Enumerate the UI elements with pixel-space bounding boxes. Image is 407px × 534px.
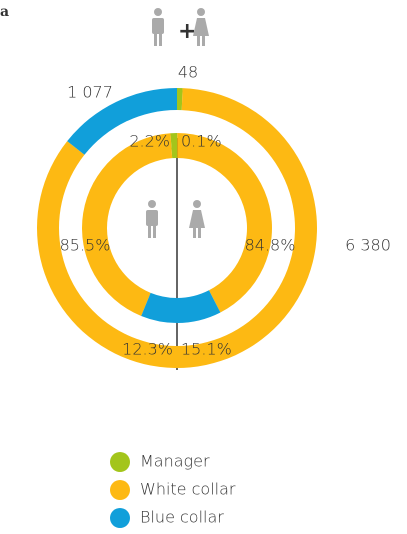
- value-label: 48: [178, 63, 198, 82]
- value-label: 2.2%: [129, 132, 170, 151]
- value-label: 0.1%: [181, 132, 222, 151]
- ring-segment: [141, 292, 177, 323]
- plus: +: [178, 19, 196, 44]
- center-icons: [146, 200, 205, 238]
- ring-segment: [177, 88, 183, 111]
- ring-segment: [177, 290, 221, 323]
- value-label: 85.5%: [60, 236, 111, 255]
- legend-label: White collar: [140, 480, 236, 499]
- ring-segment: [170, 133, 177, 159]
- value-label: 15.1%: [181, 340, 232, 359]
- legend-label: Blue collar: [140, 508, 224, 527]
- panel-label: a: [0, 4, 9, 20]
- value-label: 12.3%: [122, 340, 173, 359]
- legend-swatch: [110, 508, 130, 528]
- value-label: 1 077: [67, 83, 113, 102]
- ring-segment: [81, 133, 173, 316]
- legend-swatch: [110, 452, 130, 472]
- legend-label: Manager: [140, 452, 210, 471]
- ring-segment: [67, 88, 177, 155]
- value-label: 84.8%: [245, 236, 296, 255]
- header-icons: +: [152, 8, 209, 46]
- ring-segment: [177, 133, 273, 313]
- legend-swatch: [110, 480, 130, 500]
- value-label: 6 380: [345, 236, 391, 255]
